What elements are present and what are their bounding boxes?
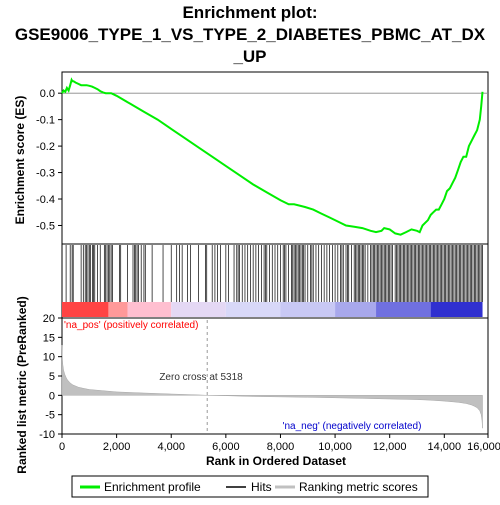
metric-y-tick-label: -5 xyxy=(45,410,55,422)
colorbar-segment xyxy=(225,302,281,317)
legend-frame xyxy=(71,475,429,498)
es-y-tick-label: -0.5 xyxy=(36,220,55,232)
hits-panel xyxy=(61,243,489,319)
zero-cross-label: Zero cross at 5318 xyxy=(159,372,243,383)
colorbar-segment xyxy=(108,302,128,317)
metric-y-axis-label: Ranked list metric (PreRanked) xyxy=(15,296,29,473)
ranked-metric-panel: 20 15 10 5 0 -5 -10 0 2,000 4,000 6,000 8,000 10,00… xyxy=(15,296,500,473)
x-tick-label: 14,000 xyxy=(427,441,461,453)
enrichment-score-panel: 0.0 -0.1 -0.2 -0.3 -0.4 -0.5 Enrichment score… xyxy=(13,71,489,245)
colorbar-segment xyxy=(376,302,431,317)
metric-y-tick-label: 0 xyxy=(49,390,55,402)
legend-metric-label: Ranking metric scores xyxy=(299,480,418,494)
x-tick-label: 8,000 xyxy=(267,441,295,453)
colorbar-segment xyxy=(171,302,226,317)
es-y-tick-label: -0.3 xyxy=(36,168,55,180)
x-tick-label: 12,000 xyxy=(373,441,407,453)
metric-y-tick-label: 20 xyxy=(43,313,55,325)
es-y-tick-label: 0.0 xyxy=(40,88,55,100)
x-tick-label: 0 xyxy=(59,441,65,453)
es-y-axis-ticks: 0.0 -0.1 -0.2 -0.3 -0.4 -0.5 xyxy=(36,88,62,232)
metric-y-tick-label: 5 xyxy=(49,371,55,383)
rank-colorbar xyxy=(62,302,483,317)
metric-y-tick-label: -10 xyxy=(39,429,55,441)
metric-y-axis-ticks: 20 15 10 5 0 -5 -10 xyxy=(39,313,62,441)
x-tick-label: 4,000 xyxy=(157,441,185,453)
ranking-metric-area xyxy=(61,345,483,429)
legend: Enrichment profile Hits Ranking metric s… xyxy=(71,475,429,498)
colorbar-segment xyxy=(127,302,172,317)
es-panel-frame xyxy=(61,71,489,245)
metric-panel-frame xyxy=(61,317,489,435)
metric-x-axis-ticks: 0 2,000 4,000 6,000 8,000 10,000 12,000 14,000 1… xyxy=(59,434,500,453)
hit-lines xyxy=(65,245,483,302)
legend-hits-label: Hits xyxy=(251,480,272,494)
es-y-tick-label: -0.2 xyxy=(36,141,55,153)
x-tick-label: 16,000 xyxy=(467,441,500,453)
x-axis-label: Rank in Ordered Dataset xyxy=(206,454,346,468)
colorbar-segment xyxy=(430,302,483,317)
metric-y-tick-label: 10 xyxy=(43,352,55,364)
enrichment-profile-line xyxy=(61,77,484,236)
legend-enrichment-label: Enrichment profile xyxy=(104,480,201,494)
chart-title-line-2: GSE9006_TYPE_1_VS_TYPE_2_DIABETES_PBMC_A… xyxy=(15,25,486,44)
colorbar-segment xyxy=(62,302,109,317)
es-y-tick-label: -0.4 xyxy=(36,194,55,206)
colorbar-segment xyxy=(335,302,377,317)
metric-y-tick-label: 15 xyxy=(43,332,55,344)
x-tick-label: 6,000 xyxy=(212,441,240,453)
pos-correlated-label: 'na_pos' (positively correlated) xyxy=(64,320,198,331)
neg-correlated-label: 'na_neg' (negatively correlated) xyxy=(283,421,422,432)
chart-title-line-1: Enrichment plot: xyxy=(182,3,317,22)
chart-title-line-3: _UP xyxy=(232,47,266,66)
x-tick-label: 10,000 xyxy=(318,441,352,453)
colorbar-segment xyxy=(280,302,336,317)
x-tick-label: 2,000 xyxy=(103,441,131,453)
es-y-tick-label: -0.1 xyxy=(36,115,55,127)
es-y-axis-label: Enrichment score (ES) xyxy=(13,96,27,225)
